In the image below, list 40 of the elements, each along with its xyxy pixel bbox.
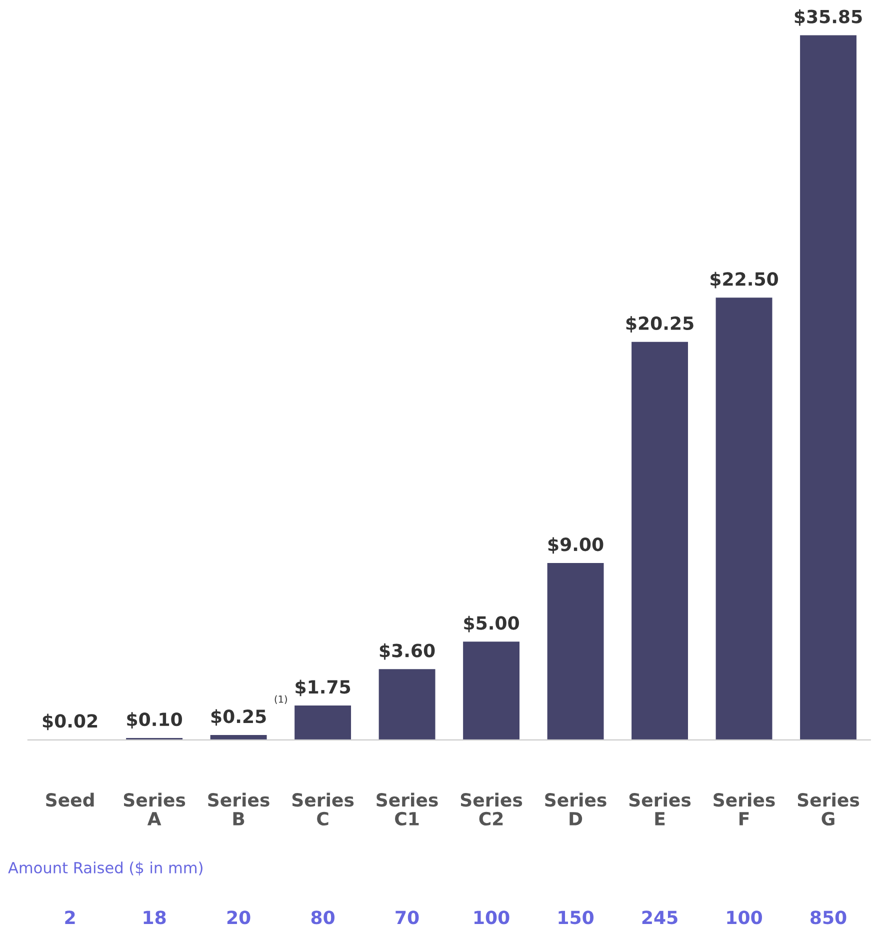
x-tick-label: Series E (629, 792, 691, 826)
x-tick-label: Series C2 (460, 792, 522, 826)
data-label: $0.10 (127, 712, 182, 729)
text: 100 (727, 910, 762, 924)
bar (800, 35, 856, 740)
text: 80 (311, 910, 334, 924)
bar (632, 342, 688, 740)
x-tick-label: Series B (208, 792, 270, 826)
x-tick-label: Series G (798, 792, 860, 826)
data-label: $35.85 (794, 9, 862, 26)
x-tick-label: Series C1 (376, 792, 438, 826)
text: 20 (227, 910, 250, 924)
bar (716, 298, 772, 740)
annotation: (1) (274, 695, 287, 704)
text: 100 (474, 910, 510, 924)
text: 70 (396, 910, 419, 924)
text: 2 (65, 910, 75, 924)
bar (463, 642, 520, 740)
x-tick-label: Series D (545, 792, 606, 826)
text: 245 (642, 910, 678, 924)
text: 850 (810, 910, 846, 924)
x-tick-label: Series F (714, 792, 775, 826)
text: 150 (558, 910, 594, 924)
data-label: $22.50 (710, 272, 778, 288)
bar (378, 669, 436, 740)
text: Amount Raised ($ in mm) (8, 862, 202, 876)
x-tick-label: Seed (46, 792, 94, 807)
bar (547, 563, 604, 740)
text: 18 (144, 910, 166, 924)
data-label: $5.00 (464, 616, 519, 632)
x-tick-label: Series A (124, 792, 186, 826)
data-label: $0.02 (42, 714, 98, 730)
data-label: $1.75 (296, 680, 350, 696)
data-label: $9.00 (548, 537, 604, 554)
bar (210, 735, 267, 740)
data-label: $0.25 (211, 709, 266, 726)
data-label: $20.25 (626, 316, 694, 332)
bar (294, 706, 352, 740)
data-label: $3.60 (380, 643, 435, 660)
x-tick-label: Series C (292, 792, 354, 826)
